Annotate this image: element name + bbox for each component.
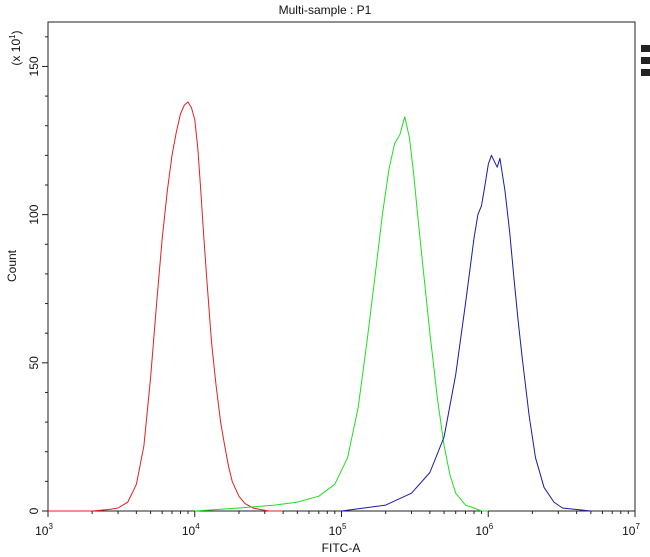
x-tick-label: 105 <box>329 522 347 538</box>
series-3-line <box>341 154 591 512</box>
series-layer <box>48 101 591 512</box>
y-tick-label: 50 <box>27 356 41 370</box>
legend-swatch-3 <box>641 69 650 76</box>
legend-swatches <box>641 45 650 76</box>
x-tick-label: 107 <box>622 522 640 538</box>
plot-frame <box>47 21 636 512</box>
y-axis-label: Count <box>5 249 19 282</box>
x-tick-label: 103 <box>35 522 53 538</box>
y-axis: 0 50 100 150 <box>27 36 48 514</box>
x-tick-label: 106 <box>475 522 493 538</box>
y-tick-label: 100 <box>27 204 41 224</box>
legend-swatch-2 <box>641 57 650 64</box>
chart-title: Multi-sample : P1 <box>279 3 372 17</box>
x-axis: 103 104 105 106 107 <box>35 511 640 538</box>
x-axis-label: FITC-A <box>322 541 361 555</box>
series-1-line <box>48 101 284 512</box>
series-2-line <box>194 116 489 512</box>
y-tick-label: 0 <box>27 507 41 514</box>
x-tick-label: 104 <box>182 522 200 538</box>
y-tick-label: 150 <box>27 56 41 76</box>
legend-swatch-1 <box>641 45 650 52</box>
y-multiplier-label: (x 101) <box>8 30 23 65</box>
